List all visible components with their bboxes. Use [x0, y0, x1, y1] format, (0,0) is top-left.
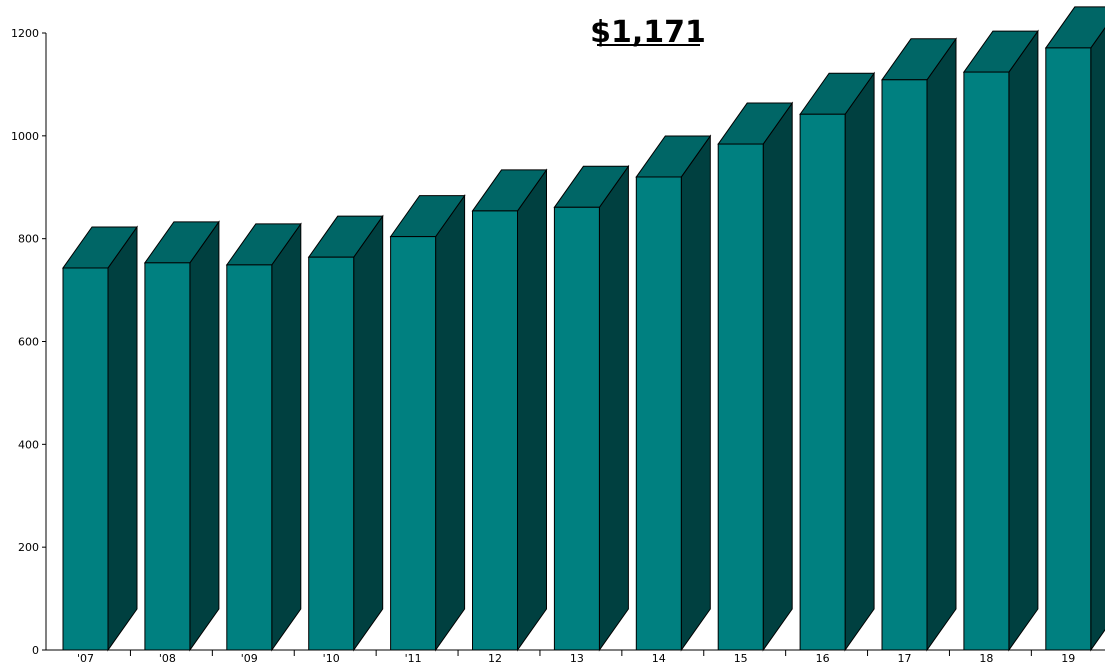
bar-front — [635, 176, 682, 651]
x-axis-ticks — [129, 650, 1032, 656]
bar-side — [353, 214, 384, 652]
bar-front — [881, 79, 928, 651]
y-tick-label: 600 — [18, 336, 39, 349]
bar — [62, 225, 138, 652]
y-tick-label: 1200 — [11, 27, 39, 40]
bar-front — [144, 262, 191, 651]
x-tick-label: 19 — [1061, 652, 1075, 665]
bar-side — [844, 71, 875, 652]
y-axis-ticks: 0 200 400 600 800 1000 1200 — [11, 27, 46, 657]
bar — [1044, 6, 1105, 652]
x-tick-label: 13 — [570, 652, 584, 665]
bar-front — [963, 71, 1010, 651]
x-tick-label: '10 — [323, 652, 340, 665]
bar — [143, 220, 220, 652]
bars — [62, 6, 1105, 652]
bar — [635, 134, 712, 652]
bar-side — [762, 101, 793, 652]
x-tick-label: '08 — [159, 652, 176, 665]
x-tick-label: '09 — [241, 652, 258, 665]
x-tick-label: 15 — [734, 652, 748, 665]
x-tick-label: 18 — [979, 652, 993, 665]
bar — [389, 194, 466, 652]
bar — [225, 222, 302, 652]
x-axis-labels: '07 '08 '09 '10 '11 12 13 14 15 16 17 18 19 — [77, 652, 1075, 665]
x-tick-label: 16 — [816, 652, 830, 665]
y-tick-label: 200 — [18, 541, 39, 554]
bar-front — [390, 236, 437, 651]
bar-side — [1090, 26, 1105, 652]
bar-front — [308, 256, 355, 651]
bar-front — [1045, 47, 1092, 651]
y-tick-label: 1000 — [11, 130, 39, 143]
x-tick-label: '11 — [405, 652, 422, 665]
bar-side — [680, 134, 711, 652]
bar-front — [226, 264, 273, 651]
bar — [962, 29, 1039, 652]
bar — [307, 214, 384, 652]
bar-side — [189, 220, 220, 652]
bar-side — [107, 225, 138, 652]
bar-side — [517, 168, 547, 652]
y-tick-label: 400 — [18, 438, 39, 451]
y-tick-label: 800 — [18, 233, 39, 246]
bar-front — [472, 210, 518, 651]
headline-group: $1,171 — [590, 15, 706, 50]
bar — [717, 101, 794, 652]
bar-front — [553, 206, 600, 651]
x-tick-label: '07 — [77, 652, 94, 665]
bar-side — [598, 164, 629, 652]
x-tick-label: 12 — [488, 652, 502, 665]
y-tick-label: 0 — [32, 644, 39, 657]
bar — [881, 37, 957, 652]
x-tick-label: 14 — [652, 652, 666, 665]
bar-front — [799, 113, 846, 651]
bar-side — [435, 194, 466, 652]
bar-side — [926, 37, 957, 652]
bar-side — [271, 222, 302, 652]
bar — [471, 168, 548, 652]
bar-side — [1008, 29, 1039, 652]
x-tick-label: 17 — [898, 652, 912, 665]
bar-front — [62, 267, 109, 651]
bar — [553, 164, 630, 652]
bar-front — [717, 143, 764, 651]
bar — [799, 71, 876, 652]
